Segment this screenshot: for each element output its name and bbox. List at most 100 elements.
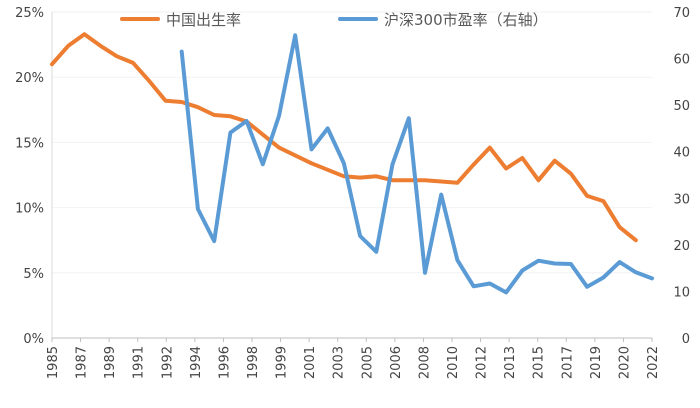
birth-rate-point (635, 239, 637, 241)
pe-ratio-point (229, 131, 232, 134)
birth-rate-point (213, 114, 215, 116)
birth-rate-point (553, 159, 556, 162)
y-right-tick-label: 70 (673, 6, 690, 21)
birth-rate-point (359, 176, 361, 179)
pe-ratio-point (602, 276, 605, 279)
legend-label: 中国出生率 (166, 11, 241, 29)
pe-ratio-point (635, 271, 637, 274)
birth-rate-point (505, 167, 507, 170)
pe-ratio-point (472, 285, 475, 288)
pe-ratio-point (278, 115, 280, 117)
birth-rate-point (391, 179, 394, 181)
birth-rate-point (180, 101, 183, 103)
birth-rate-point (67, 45, 69, 47)
x-tick-label: 1992 (160, 346, 175, 379)
pe-ratio-point (424, 272, 426, 274)
x-tick-label: 1996 (217, 346, 232, 379)
y-right-tick-label: 60 (673, 53, 690, 68)
pe-ratio-point (343, 162, 345, 165)
legend-label: 沪深300市盈率（右轴） (384, 11, 548, 29)
x-tick-label: 2020 (617, 346, 632, 379)
birth-rate-point (310, 162, 313, 165)
left-axis-ticks: 0% 5% 10% 15% 20% 25% (15, 6, 44, 347)
birth-rate-point (521, 157, 524, 159)
birth-rate-point (489, 146, 491, 149)
birth-rate-point (278, 146, 280, 149)
x-tick-label: 2017 (560, 346, 575, 379)
birth-rate-point (164, 99, 167, 102)
x-tick-label: 2013 (503, 346, 518, 379)
birth-rate-point (51, 63, 53, 65)
birth-rate-point (570, 172, 572, 175)
birth-rate-point (440, 180, 443, 183)
x-tick-label: 1991 (132, 346, 147, 379)
birth-rate-point (375, 175, 378, 178)
y-right-tick-label: 40 (673, 146, 690, 161)
y-right-tick-label: 10 (673, 285, 690, 300)
x-tick-label: 1987 (75, 346, 90, 379)
birth-rate-point (148, 80, 151, 82)
y-left-tick-label: 0% (23, 332, 44, 347)
birth-rate-point (456, 182, 459, 184)
pe-ratio-point (294, 34, 297, 37)
y-left-tick-label: 15% (15, 136, 44, 151)
x-tick-label: 2012 (475, 346, 490, 379)
pe-ratio-point (245, 120, 248, 122)
y-right-tick-label: 20 (673, 239, 690, 254)
x-tick-label: 2010 (446, 346, 461, 379)
x-tick-label: 2019 (589, 346, 604, 379)
y-right-tick-label: 0 (682, 332, 690, 347)
birth-rate-point (343, 175, 345, 178)
pe-ratio-point (570, 263, 572, 265)
birth-rate-point (472, 163, 475, 166)
birth-rate-point (618, 226, 621, 228)
pe-ratio-point (391, 163, 394, 166)
birth-rate-point (602, 200, 605, 202)
series-layer (50, 32, 654, 295)
pe-ratio-point (440, 193, 443, 196)
pe-ratio-point (310, 148, 313, 151)
pe-ratio-point (456, 259, 459, 262)
x-tick-label: 2006 (389, 346, 404, 379)
y-left-tick-label: 10% (15, 202, 44, 217)
x-tick-label: 2001 (303, 346, 318, 379)
pe-ratio-point (521, 269, 524, 272)
pe-ratio-point (618, 261, 621, 263)
pe-ratio-point (375, 251, 378, 253)
x-tick-label: 1989 (103, 346, 118, 379)
pe-ratio-point (505, 291, 507, 294)
x-tick-label: 1998 (246, 346, 261, 379)
birth-rate-point (99, 45, 102, 47)
pe-ratio-point (359, 235, 361, 237)
y-right-tick-label: 30 (673, 192, 690, 207)
birth-rate-point (294, 154, 297, 157)
x-tick-label: 1994 (189, 346, 204, 379)
right-axis-ticks: 0 10 20 30 40 50 60 70 (673, 6, 690, 347)
birth-rate-point (262, 133, 264, 136)
birth-rate-point (116, 55, 118, 58)
birth-rate-point (537, 179, 540, 181)
legend: 中国出生率 沪深300市盈率（右轴） (120, 11, 548, 29)
birth-rate-point (586, 195, 588, 197)
pe-ratio-point (553, 262, 556, 265)
y-left-tick-label: 5% (23, 267, 44, 282)
x-tick-label: 2003 (332, 346, 347, 379)
birth-rate-point (326, 169, 329, 171)
axes (51, 12, 652, 339)
birth-rate-point (229, 115, 232, 118)
gridlines (52, 11, 652, 274)
pe-ratio-point (489, 282, 491, 285)
x-tick-label: 2008 (417, 346, 432, 379)
pe-ratio-point (197, 208, 199, 210)
pe-ratio-point (262, 163, 264, 166)
x-tick-label: 1985 (46, 346, 61, 379)
birth-rate-point (408, 179, 410, 181)
pe-ratio-point (408, 117, 410, 119)
x-tick-label: 2015 (532, 346, 547, 379)
pe-ratio-point (213, 240, 215, 242)
y-right-tick-label: 50 (673, 99, 690, 114)
pe-ratio-point (180, 50, 183, 53)
x-tick-label: 2005 (360, 346, 375, 379)
